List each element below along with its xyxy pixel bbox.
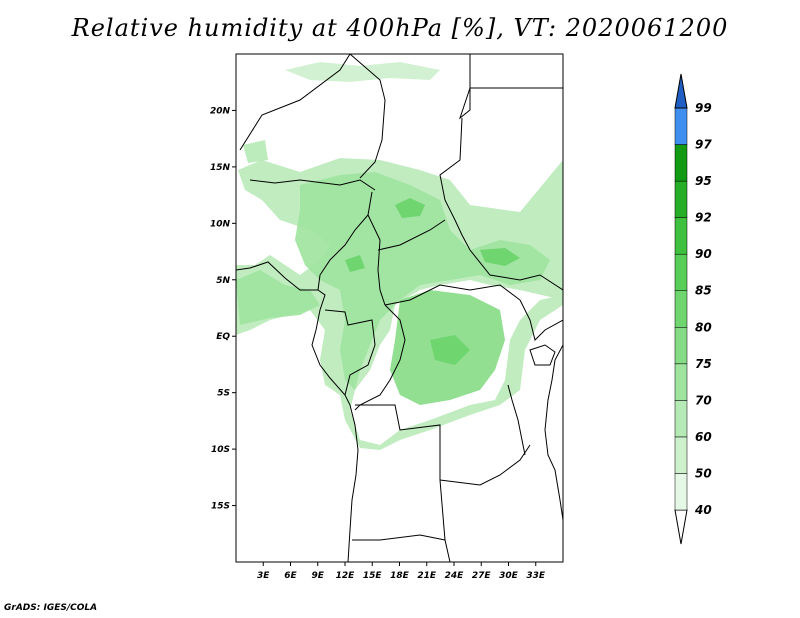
colorbar-label: 97 <box>695 138 712 152</box>
colorbar-label: 70 <box>695 393 712 407</box>
lon-tick-label: 30E <box>499 571 519 581</box>
lat-tick-label: 20N <box>210 106 231 116</box>
colorbar-label: 80 <box>695 320 712 334</box>
colorbar-box <box>674 144 688 182</box>
map-boundaries <box>236 54 563 562</box>
coastline-east-africa <box>544 344 563 521</box>
colorbar-box <box>674 217 688 255</box>
border-niger-chad <box>239 54 351 151</box>
border-gabon-congo <box>324 309 376 396</box>
humidity-shading <box>236 62 563 450</box>
colorbar-label: 40 <box>694 503 712 517</box>
lat-tick-label: 10N <box>210 219 231 229</box>
humidity-region-central <box>295 172 550 390</box>
lon-tick-label: 15E <box>363 571 383 581</box>
lon-tick-label: 24E <box>445 571 465 581</box>
border-drc-zambia <box>439 444 531 486</box>
colorbar-box <box>674 180 688 218</box>
lon-tick-label: 6E <box>284 571 297 581</box>
lat-tick-label: 15S <box>211 502 230 512</box>
humidity-core-2 <box>480 248 520 266</box>
humidity-region-northwest <box>285 62 440 82</box>
colorbar-box <box>674 107 688 145</box>
lon-tick-label: 9E <box>312 571 325 581</box>
lon-tick-label: 3E <box>257 571 270 581</box>
lake-tanganyika <box>507 384 526 456</box>
lat-tick-label: 10S <box>211 445 230 455</box>
coastline-west-africa <box>236 261 359 562</box>
border-car-drc <box>384 284 521 306</box>
border-angola-namibia <box>352 534 446 541</box>
lat-tick-label: EQ <box>216 332 230 342</box>
lon-tick-label: 27E <box>472 571 492 581</box>
border-uganda-kenya <box>519 299 563 341</box>
colorbar: 40 50 60 70 75 80 85 90 92 95 97 99 <box>674 73 712 545</box>
lon-tick-label: 33E <box>526 571 546 581</box>
colorbar-box <box>674 363 688 401</box>
border-libya-chad <box>349 54 386 179</box>
border-car-chad <box>377 219 446 251</box>
longitude-axis: 3E 6E 9E 12E 15E 18E 21E 24E 27E 30E 33E <box>257 562 546 581</box>
footer-credit: GrADS: IGES/COLA <box>4 603 98 613</box>
colorbar-box <box>674 400 688 438</box>
colorbar-label: 60 <box>695 430 712 444</box>
lon-tick-label: 12E <box>336 571 356 581</box>
humidity-region-smallwest <box>243 140 268 163</box>
lake-victoria <box>529 344 556 366</box>
border-nigeria-niger <box>249 179 376 191</box>
colorbar-label: 92 <box>695 211 712 225</box>
colorbar-box <box>674 436 688 474</box>
colorbar-label: 50 <box>695 466 712 480</box>
border-egypt-sudan <box>458 54 563 120</box>
humidity-region-westcoast <box>236 270 320 325</box>
border-cameroon-car <box>367 214 386 306</box>
colorbar-label: 99 <box>695 101 712 115</box>
colorbar-box <box>674 290 688 328</box>
humidity-core-3 <box>430 335 470 365</box>
map-title: Relative humidity at 400hPa [%], VT: 202… <box>71 14 729 42</box>
lon-tick-label: 21E <box>417 571 437 581</box>
lat-tick-label: 5S <box>217 389 230 399</box>
colorbar-over-triangle <box>674 73 688 109</box>
humidity-core-1 <box>395 198 425 218</box>
colorbar-box <box>674 253 688 291</box>
border-chad-sudan <box>439 117 563 291</box>
border-congo-drc <box>354 304 406 411</box>
colorbar-label: 75 <box>695 357 712 371</box>
colorbar-box <box>674 327 688 365</box>
lat-tick-label: 5N <box>216 276 230 286</box>
colorbar-label: 90 <box>695 247 712 261</box>
latitude-axis: 20N 15N 10N 5N EQ 5S 10S 15S <box>210 106 236 512</box>
lon-tick-label: 18E <box>390 571 410 581</box>
colorbar-under-triangle <box>674 509 688 545</box>
colorbar-label: 95 <box>695 174 712 188</box>
humidity-core-4 <box>345 255 365 272</box>
lat-tick-label: 15N <box>210 163 231 173</box>
colorbar-box <box>674 473 688 511</box>
colorbar-label: 85 <box>695 284 712 298</box>
